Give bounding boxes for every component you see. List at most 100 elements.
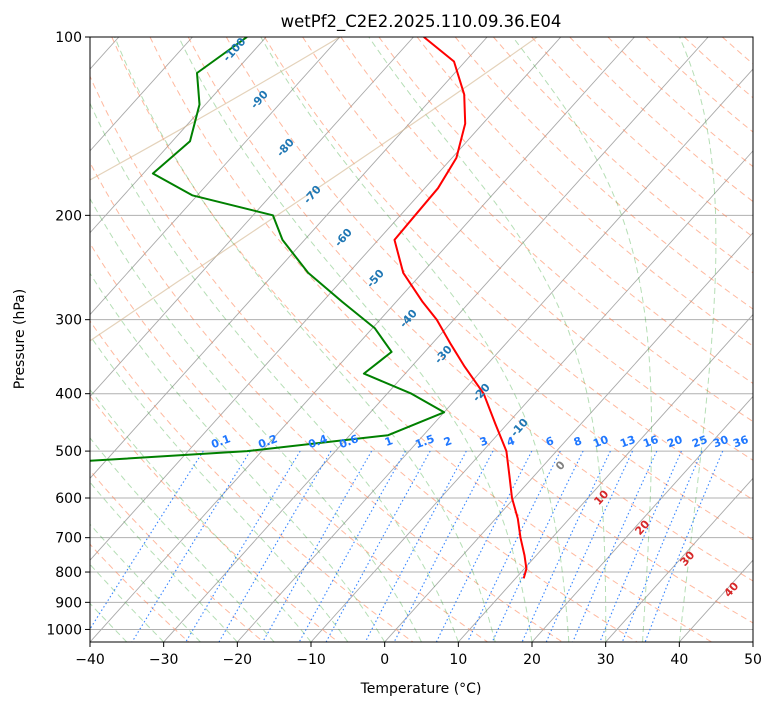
dry-adiabat-line xyxy=(90,161,564,642)
isotherm-line xyxy=(678,559,753,642)
isotherm-line xyxy=(752,641,753,642)
y-tick-label: 300 xyxy=(55,313,82,329)
mixing-ratio-label: 1.5 xyxy=(413,432,436,451)
x-tick-label: 10 xyxy=(449,652,467,668)
y-tick-label: 800 xyxy=(55,565,82,581)
mixing-ratio-label: 20 xyxy=(665,433,684,451)
moist-adiabat-line xyxy=(90,523,201,642)
mixing-ratio-label: 25 xyxy=(690,433,709,450)
dry-adiabat-line xyxy=(225,37,753,541)
moist-adiabat-line xyxy=(90,102,459,642)
mixing-ratio-line xyxy=(466,450,561,642)
x-tick-label: −20 xyxy=(223,652,253,668)
isotherm-label: -90 xyxy=(248,88,271,112)
mixing-ratio-line xyxy=(364,450,467,642)
mixing-ratio-line xyxy=(218,450,332,642)
moist-adiabat-line xyxy=(90,334,349,642)
isotherm-line xyxy=(163,37,709,642)
mixing-ratio-line xyxy=(435,450,533,642)
isotherm-line xyxy=(90,37,635,642)
isotherm-line xyxy=(90,37,414,398)
mixing-ratio-label: 10 xyxy=(591,433,610,451)
isotherm-line xyxy=(90,37,341,316)
dry-adiabat-line xyxy=(149,37,753,624)
mixing-ratio-label: 8 xyxy=(572,434,584,449)
curved-reference-line xyxy=(90,37,538,342)
chart-title: wetPf2_C2E2.2025.110.09.36.E04 xyxy=(281,12,562,32)
isotherm-line xyxy=(90,37,267,234)
y-tick-label: 400 xyxy=(55,387,82,403)
dry-adiabat-line xyxy=(454,37,753,310)
dry-adiabat-line xyxy=(340,37,753,423)
isotherm-label: -40 xyxy=(397,307,420,331)
plot-frame xyxy=(89,36,754,643)
x-tick-label: −40 xyxy=(75,652,105,668)
isotherm-label: -50 xyxy=(364,267,387,291)
mixing-ratio-line xyxy=(491,450,584,642)
dry-adiabat-line xyxy=(90,543,190,642)
y-tick-label: 900 xyxy=(55,595,82,611)
dry-adiabat-line xyxy=(569,37,753,203)
moist-adiabat-line xyxy=(512,37,653,642)
mixing-ratio-label: 36 xyxy=(731,433,750,451)
mixing-ratio-line xyxy=(90,450,204,630)
moist-adiabat-line xyxy=(90,481,238,642)
mixing-ratio-label: 2 xyxy=(442,434,454,449)
moist-adiabat-line xyxy=(90,197,422,642)
mixing-ratio-line xyxy=(599,450,682,642)
axis-layer: −40 −30 −20 −10 0 10 20 30 40 5010020030040050060… xyxy=(46,30,762,668)
dry-adiabat-line xyxy=(90,395,340,642)
mixing-ratio-line xyxy=(621,450,703,642)
mixing-ratio-label: 0.4 xyxy=(306,432,329,451)
isotherm-line xyxy=(90,37,488,479)
moist-adiabat-line xyxy=(678,37,717,642)
dry-adiabat-line xyxy=(90,75,638,642)
dry-adiabat-line xyxy=(187,37,753,582)
dry-adiabat-line xyxy=(264,37,753,501)
y-tick-label: 500 xyxy=(55,444,82,460)
moist-adiabat-line xyxy=(260,37,570,642)
dry-adiabat-line xyxy=(416,37,753,347)
isotherm-line xyxy=(90,37,562,561)
mixing-ratio-label: 0.1 xyxy=(209,432,232,451)
mixing-ratio-label: 0.6 xyxy=(337,432,360,451)
dewpoint-profile-line xyxy=(90,37,446,462)
isotherm-line xyxy=(457,313,753,642)
mixing-ratio-label: 4 xyxy=(505,434,517,449)
grid-layer xyxy=(90,37,753,642)
isotherm-line xyxy=(236,68,753,642)
mixing-ratio-line xyxy=(298,450,406,642)
mixing-ratio-label: 13 xyxy=(618,433,637,450)
x-tick-label: 20 xyxy=(523,652,541,668)
y-tick-label: 100 xyxy=(55,30,82,46)
dry-adiabat-line xyxy=(111,37,713,642)
y-tick-label: 600 xyxy=(55,491,82,507)
moist-adiabat-line xyxy=(90,388,312,642)
x-tick-label: −30 xyxy=(149,652,179,668)
temperature-profile-line xyxy=(393,37,528,579)
mixing-ratio-line xyxy=(572,450,658,642)
mixing-ratio-label: 3 xyxy=(478,434,490,449)
annotation-layer: -100-90-80-70-60-50-40-30-20-10010203040… xyxy=(209,35,750,600)
x-tick-label: 40 xyxy=(670,652,688,668)
dry-adiabat-line xyxy=(378,37,753,385)
dry-adiabat-line xyxy=(493,37,753,274)
dry-adiabat-line xyxy=(645,37,753,133)
moist-adiabat-line xyxy=(90,272,386,642)
moist-adiabat-line xyxy=(114,37,496,642)
series-layer xyxy=(90,37,528,579)
mixing-ratio-line xyxy=(185,450,301,642)
mixing-ratio-line xyxy=(131,450,251,642)
x-tick-label: −10 xyxy=(296,652,326,668)
mixing-ratio-line xyxy=(644,450,724,642)
isotherm-label: 0 xyxy=(553,458,568,473)
dry-adiabat-line xyxy=(90,469,265,642)
mixing-ratio-line xyxy=(325,450,431,642)
y-tick-label: 1000 xyxy=(46,622,82,638)
isotherm-label: 40 xyxy=(721,579,741,599)
isotherm-label: -60 xyxy=(332,226,355,250)
y-axis-label: Pressure (hPa) xyxy=(12,289,28,389)
mixing-ratio-line xyxy=(545,450,633,642)
mixing-ratio-line xyxy=(393,450,494,642)
